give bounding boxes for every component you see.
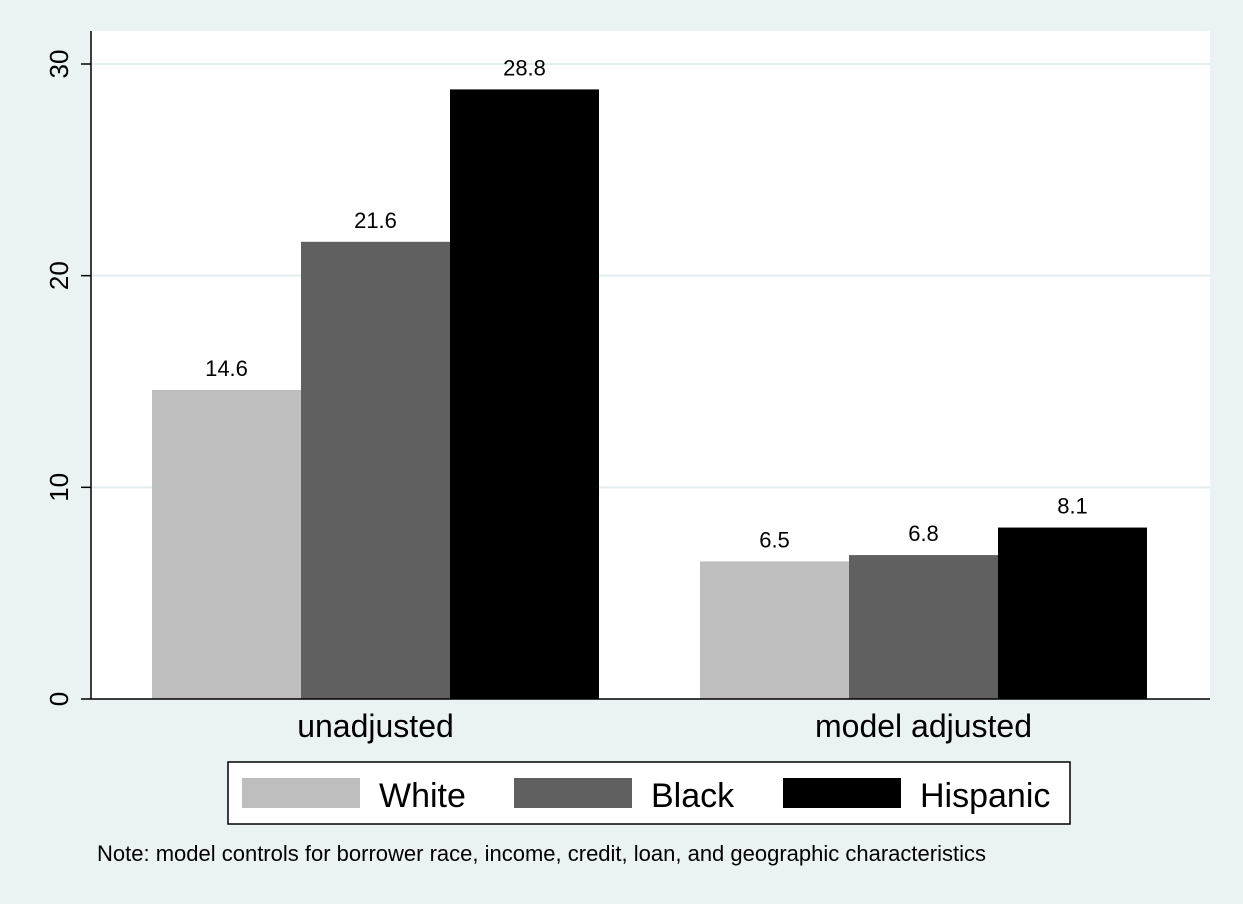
bar-black-0 xyxy=(301,241,450,700)
bars-group xyxy=(152,89,1147,700)
data-label: 14.6 xyxy=(205,356,248,381)
bar-hispanic-1 xyxy=(998,527,1147,699)
y-tick-label: 20 xyxy=(44,261,74,290)
data-labels-group: 14.6 21.6 28.8 6.5 6.8 8.1 xyxy=(205,55,1088,552)
axes-group xyxy=(90,31,1210,700)
legend-label-black: Black xyxy=(651,777,735,815)
data-label: 6.8 xyxy=(908,521,939,546)
bar-white-1 xyxy=(700,561,849,699)
bar-black-1 xyxy=(849,555,998,699)
legend-box xyxy=(227,761,1071,825)
data-label: 21.6 xyxy=(354,208,397,233)
y-ticks-group: 0 10 20 30 xyxy=(44,50,91,706)
y-tick-label: 10 xyxy=(44,473,74,502)
category-label: unadjusted xyxy=(297,708,454,744)
bar-white-0 xyxy=(152,389,301,699)
legend-swatch-black xyxy=(514,778,632,808)
legend-label-hispanic: Hispanic xyxy=(920,777,1050,815)
y-tick-label: 30 xyxy=(44,50,74,79)
data-label: 8.1 xyxy=(1057,494,1088,519)
category-label: model adjusted xyxy=(815,708,1032,744)
legend-swatch-white xyxy=(242,778,360,808)
legend-label-white: White xyxy=(379,777,466,815)
bar-hispanic-0 xyxy=(450,89,599,699)
legend-swatch-hispanic xyxy=(783,778,901,808)
data-label: 6.5 xyxy=(759,527,790,552)
y-tick-label: 0 xyxy=(44,692,74,706)
chart-note: Note: model controls for borrower race, … xyxy=(97,841,986,866)
legend: White Black Hispanic xyxy=(227,761,1071,825)
data-label: 28.8 xyxy=(503,55,546,80)
category-labels-group: unadjusted model adjusted xyxy=(297,708,1032,744)
